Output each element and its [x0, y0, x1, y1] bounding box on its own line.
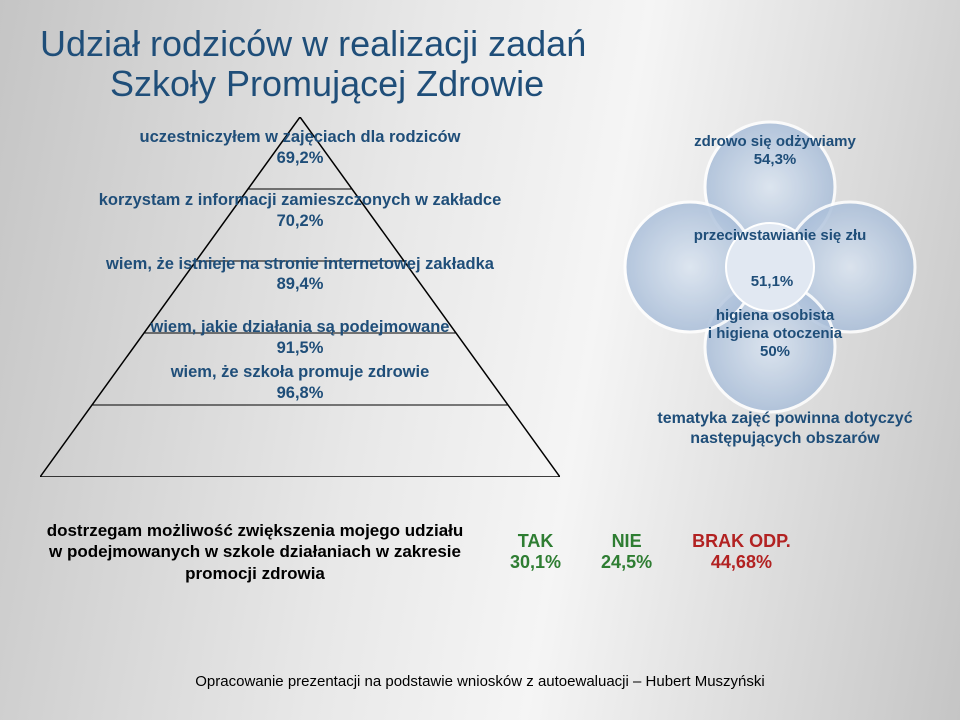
title-line-1: Udział rodziców w realizacji zadań	[40, 24, 920, 64]
pyramid-item: wiem, jakie działania są podejmowane 91,…	[40, 317, 560, 358]
pyramid-item-pct: 69,2%	[40, 148, 560, 169]
pyramid-item: wiem, że szkoła promuje zdrowie 96,8%	[40, 362, 560, 403]
rings-column: zdrowo się odżywiamy 54,3% przeciwstawia…	[590, 117, 930, 477]
pyramid-item-pct: 96,8%	[40, 383, 560, 404]
pyramid-item-pct: 89,4%	[40, 274, 560, 295]
stat-value: 30,1%	[510, 552, 561, 573]
pyramid-item: korzystam z informacji zamieszczonych w …	[40, 190, 560, 231]
pyramid-item: uczestniczyłem w zajęciach dla rodziców …	[40, 127, 560, 168]
stat-value: 24,5%	[601, 552, 652, 573]
title-line-2: Szkoły Promującej Zdrowie	[40, 64, 920, 104]
stat-nie: NIE 24,5%	[601, 531, 652, 573]
title-block: Udział rodziców w realizacji zadań Szkoł…	[0, 0, 960, 103]
stat-label: BRAK ODP.	[692, 531, 791, 552]
footer-credit: Opracowanie prezentacji na podstawie wni…	[0, 673, 960, 690]
pyramid-item-pct: 70,2%	[40, 211, 560, 232]
pyramid-text-column: uczestniczyłem w zajęciach dla rodziców …	[40, 127, 560, 425]
stat-tak: TAK 30,1%	[510, 531, 561, 573]
stat-brak: BRAK ODP. 44,68%	[692, 531, 791, 573]
pyramid-item-label: uczestniczyłem w zajęciach dla rodziców	[140, 128, 461, 146]
pyramid-item: wiem, że istnieje na stronie internetowe…	[40, 254, 560, 295]
stat-value: 44,68%	[692, 552, 791, 573]
pyramid-item-label: korzystam z informacji zamieszczonych w …	[99, 191, 502, 209]
ring-segment-label: przeciwstawianie się złu	[675, 227, 885, 245]
pyramid-item-pct: 91,5%	[40, 338, 560, 359]
ring-segment-label: higiena osobista	[700, 307, 850, 325]
ring-segment-label: i higiena otoczenia 50%	[690, 325, 860, 361]
pyramid-item-label: wiem, że istnieje na stronie internetowe…	[106, 255, 494, 273]
ring-segment-label: zdrowo się odżywiamy 54,3%	[690, 133, 860, 169]
pyramid-item-label: wiem, że szkoła promuje zdrowie	[171, 363, 430, 381]
bottom-question: dostrzegam możliwość zwiększenia mojego …	[40, 520, 470, 584]
rings-topics-label: tematyka zajęć powinna dotyczyć następuj…	[640, 409, 930, 449]
stat-label: TAK	[510, 531, 561, 552]
pyramid-item-label: wiem, jakie działania są podejmowane	[151, 318, 450, 336]
ring-segment-label: 51,1%	[742, 273, 802, 291]
main-content: uczestniczyłem w zajęciach dla rodziców …	[0, 127, 960, 477]
bottom-row: dostrzegam możliwość zwiększenia mojego …	[40, 520, 920, 584]
stat-label: NIE	[601, 531, 652, 552]
